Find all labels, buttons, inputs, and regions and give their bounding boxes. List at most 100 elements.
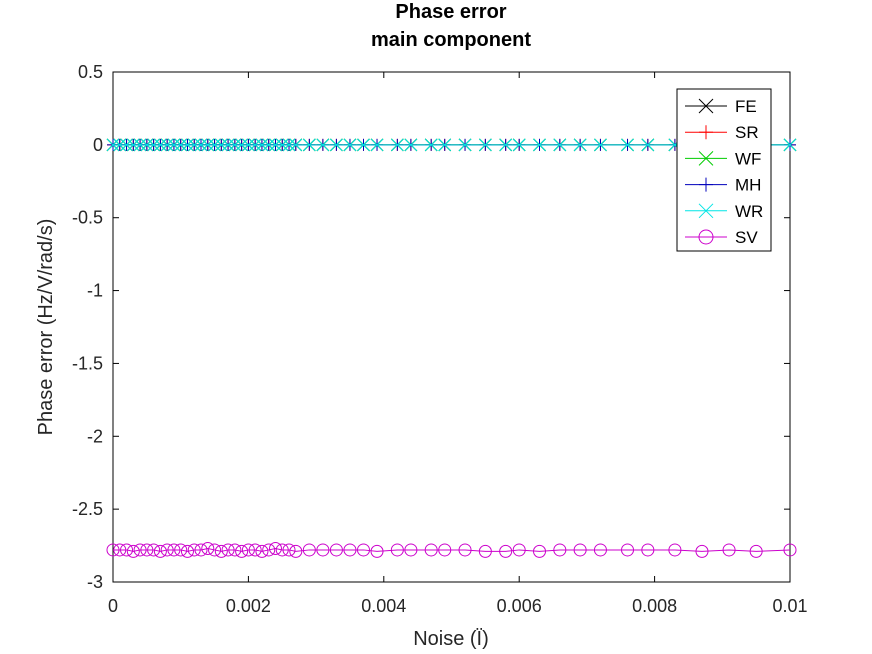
data-point-sv (180, 544, 194, 558)
data-point-sv (153, 544, 167, 558)
data-point-sv (478, 544, 492, 558)
data-point-sv (553, 543, 567, 557)
data-point-wr (235, 138, 248, 152)
data-point-wr (289, 138, 303, 152)
legend-item-fe: FE (685, 97, 757, 116)
series-line-sv (113, 547, 791, 552)
data-point-sv (356, 543, 370, 557)
data-point-wr (113, 138, 127, 152)
data-point-wr (126, 138, 140, 152)
legend-item-sr: SR (685, 123, 759, 142)
data-point-wr (208, 138, 221, 152)
data-point-sv (133, 543, 147, 557)
data-point-sv (438, 543, 452, 557)
data-point-wr (438, 138, 452, 152)
data-point-wr (330, 138, 343, 152)
data-point-sv (268, 541, 282, 555)
data-point-sv (282, 543, 296, 557)
data-point-wr (187, 138, 201, 152)
data-point-sv (221, 543, 235, 557)
legend: FE SR WF MH WR SV (676, 88, 772, 252)
legend-marker (698, 98, 714, 114)
data-point-wr (167, 138, 181, 152)
data-point-sv (343, 543, 357, 557)
legend-marker (699, 177, 713, 192)
data-point-wr (316, 138, 330, 152)
data-point-sv (783, 543, 797, 557)
data-point-sv (316, 543, 330, 557)
y-axis: 0.5 0 -0.5 -1 -1.5 -2 -2.5 -3 (72, 62, 790, 592)
data-point-sv (194, 543, 208, 557)
data-point-wr (499, 138, 513, 152)
data-point-sv (390, 543, 404, 557)
data-point-wr (181, 138, 194, 152)
data-point-sv (255, 544, 269, 558)
data-point-sv (126, 544, 140, 558)
data-point-wr (553, 138, 567, 152)
data-point-wr (201, 138, 215, 152)
legend-label: WF (735, 149, 761, 168)
y-tick-label: -2 (87, 426, 103, 446)
data-point-wr (302, 138, 316, 152)
data-point-sv (235, 544, 249, 558)
legend-label: WR (735, 202, 763, 221)
data-point-sv (458, 543, 472, 557)
plot-area (112, 71, 791, 583)
data-point-sv (533, 544, 547, 558)
data-point-sv (424, 543, 438, 557)
legend-label: MH (735, 176, 761, 195)
y-tick-label: -1.5 (72, 353, 103, 373)
data-point-wr (282, 138, 296, 152)
data-point-sv (593, 543, 607, 557)
data-point-wr (390, 138, 404, 152)
y-tick-label: 0 (93, 135, 103, 155)
data-point-wr (120, 138, 133, 152)
data-point-wr (621, 138, 634, 152)
data-point-sv (248, 543, 262, 557)
legend-marker (698, 229, 714, 245)
x-tick-label: 0.002 (226, 596, 271, 616)
data-point-sv (749, 544, 763, 558)
legend-marker (699, 125, 713, 140)
data-point-wr (160, 138, 174, 152)
legend-item-wf: WF (685, 149, 761, 168)
x-axis: 0 0.002 0.004 0.006 0.008 0.01 (108, 72, 808, 616)
data-point-sv (722, 543, 736, 557)
data-point-wr (106, 138, 120, 152)
data-point-wr (343, 138, 357, 152)
x-tick-label: 0.006 (497, 596, 542, 616)
data-point-wr (214, 138, 228, 152)
data-point-sv (208, 543, 222, 557)
data-point-wr (594, 138, 607, 152)
data-point-sv (668, 543, 682, 557)
data-point-wr (641, 138, 655, 152)
data-point-wr (573, 138, 587, 152)
data-point-wr (357, 138, 370, 152)
data-point-wr (228, 138, 242, 152)
data-point-wr (512, 138, 526, 152)
y-tick-label: -1 (87, 281, 103, 301)
data-point-wr (458, 138, 472, 152)
data-point-sv (160, 543, 174, 557)
data-point-sv (370, 544, 384, 558)
data-point-sv (228, 543, 242, 557)
data-point-sv (167, 543, 181, 557)
data-point-sv (289, 544, 303, 558)
series-wr (106, 138, 797, 152)
data-point-sv (201, 541, 215, 555)
data-point-wr (269, 138, 282, 152)
data-point-sv (329, 543, 343, 557)
data-point-wr (783, 138, 797, 152)
data-point-sv (695, 544, 709, 558)
data-point-sv (499, 544, 513, 558)
data-point-wr (262, 138, 276, 152)
data-point-sv (241, 543, 255, 557)
data-point-wr (147, 138, 160, 152)
data-point-sv (113, 543, 127, 557)
legend-item-sv: SV (685, 228, 758, 247)
x-tick-label: 0.01 (772, 596, 807, 616)
data-point-wr (194, 138, 208, 152)
y-tick-label: -2.5 (72, 499, 103, 519)
data-point-wr (275, 138, 289, 152)
